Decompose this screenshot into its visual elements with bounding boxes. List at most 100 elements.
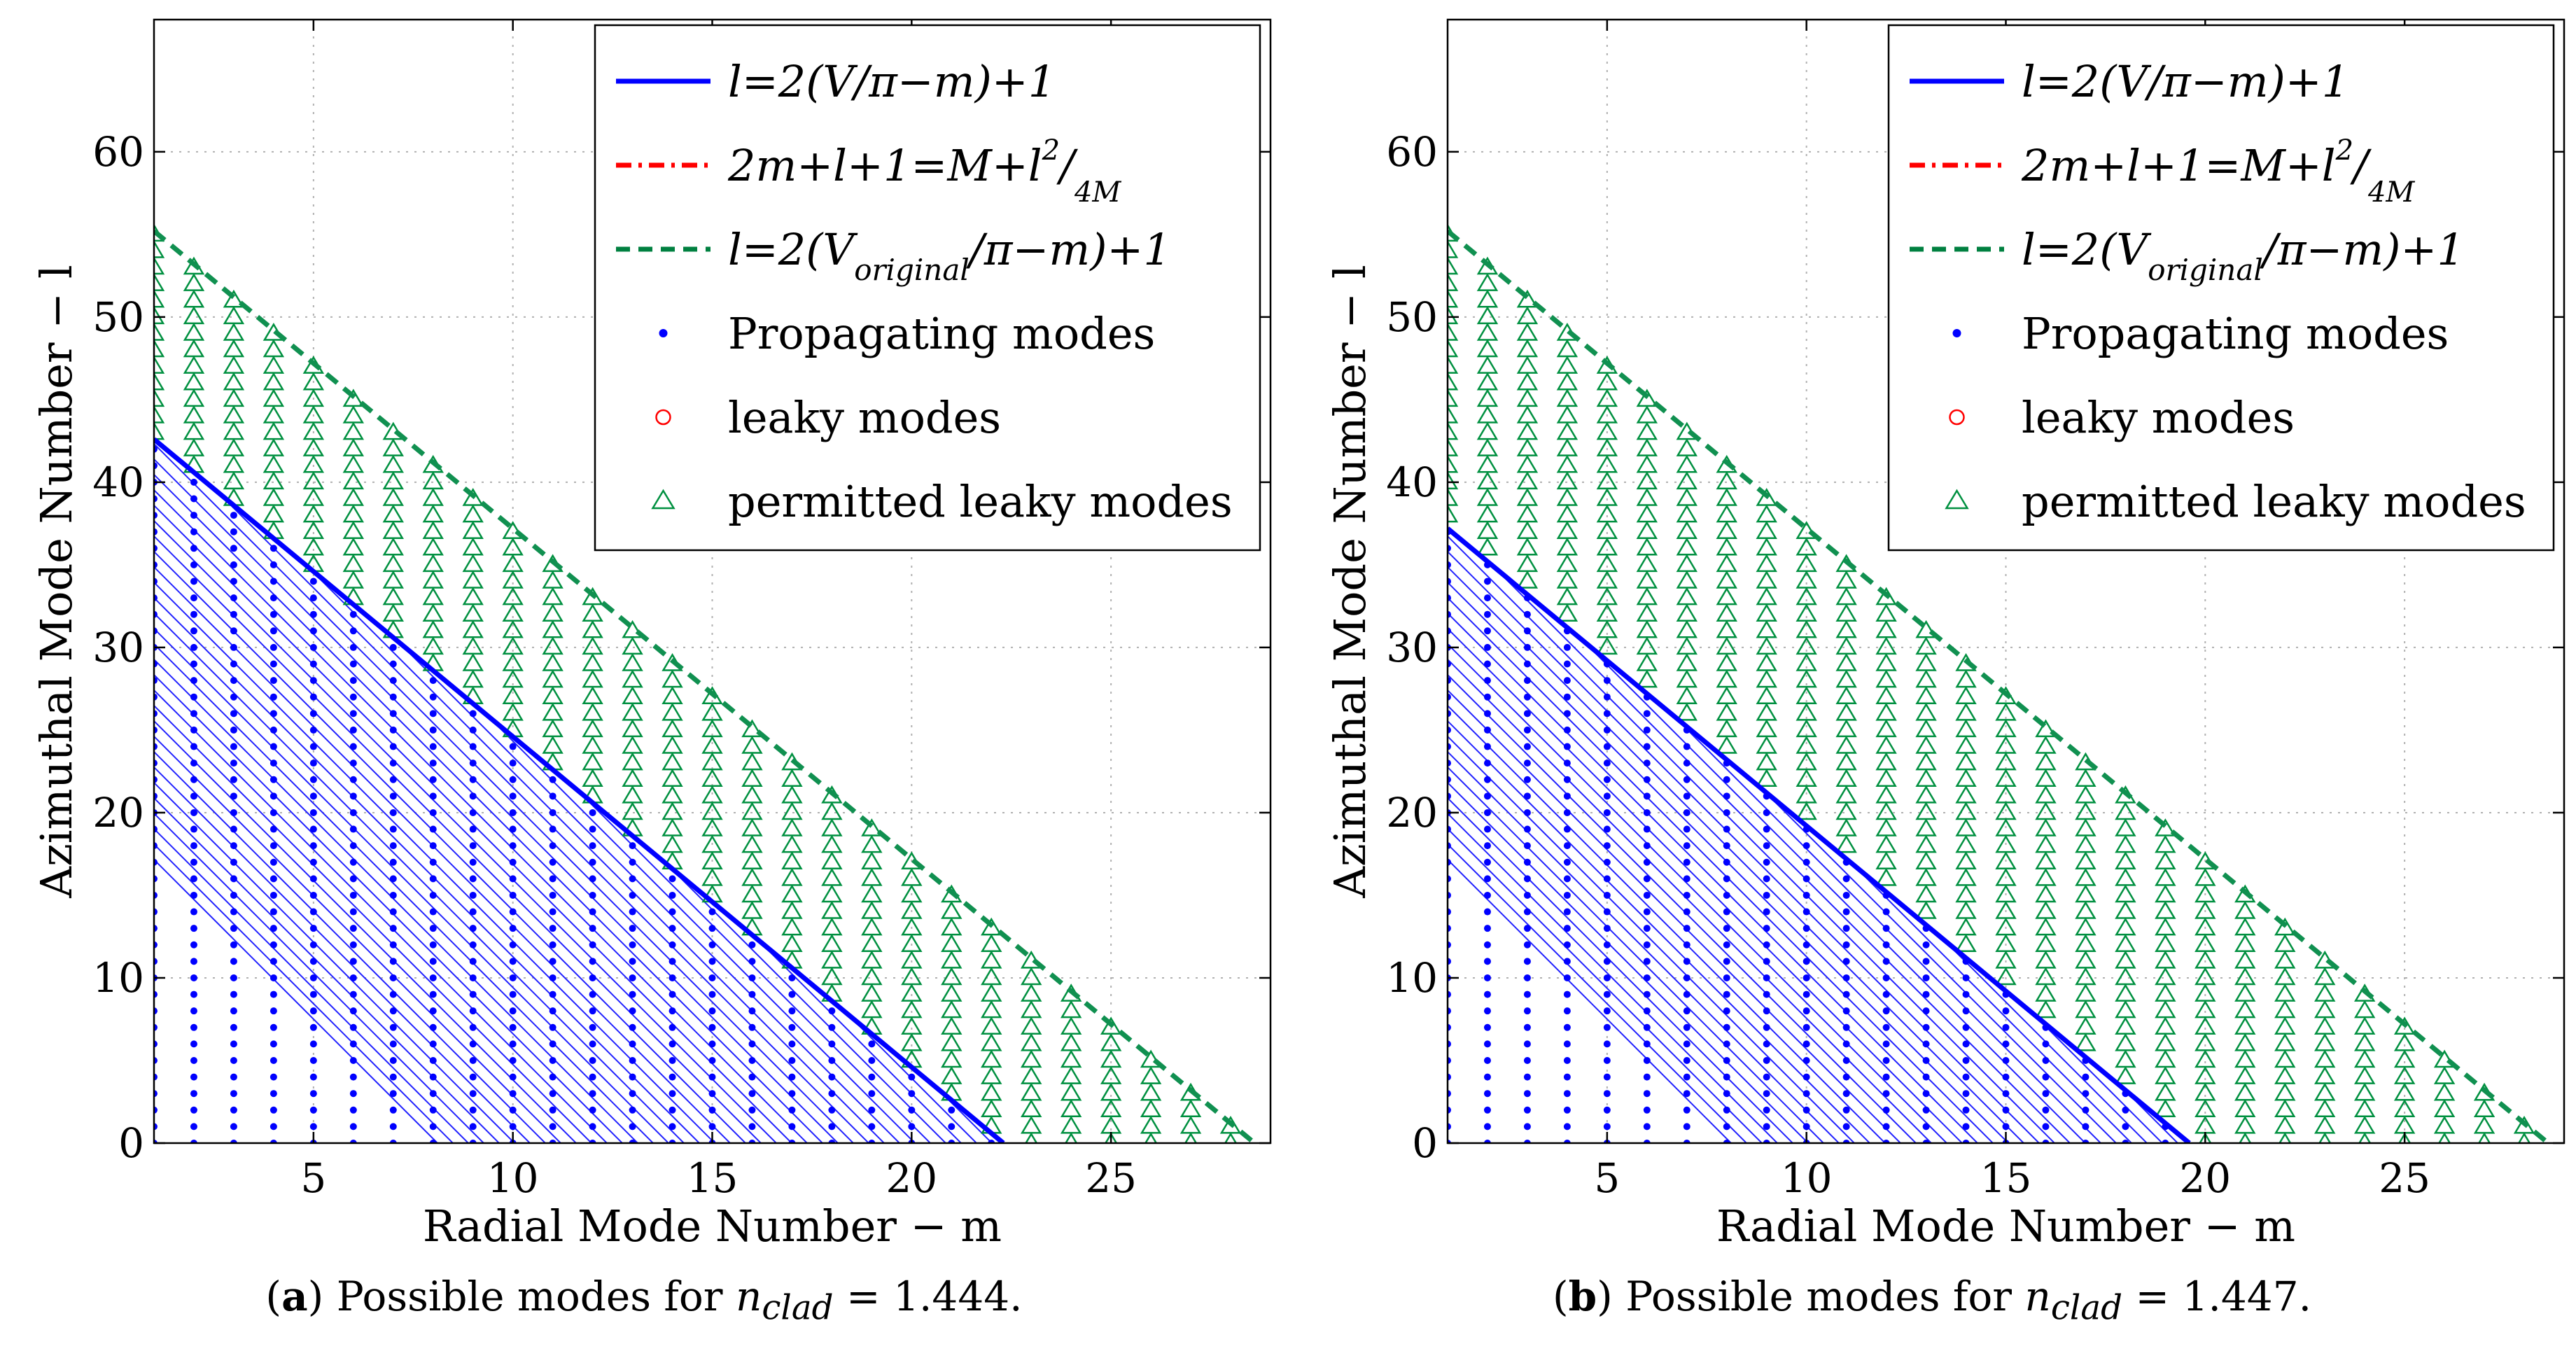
point-permitted-leaky [781, 934, 803, 953]
point-permitted-leaky [701, 702, 723, 721]
hatch-line [1448, 932, 2017, 1035]
point-propagating [1603, 760, 1611, 767]
point-propagating [270, 726, 277, 734]
point-propagating [190, 610, 197, 618]
point-permitted-leaky [1955, 884, 1977, 903]
point-permitted-leaky [622, 702, 643, 721]
point-propagating [1723, 1106, 1730, 1114]
point-propagating [1523, 610, 1531, 618]
point-propagating [1523, 760, 1531, 767]
legend-label: leaky modes [728, 392, 1001, 443]
point-permitted-leaky [701, 785, 723, 804]
point-propagating [629, 842, 636, 850]
point-propagating [1603, 1023, 1611, 1031]
point-permitted-leaky [981, 1000, 1002, 1018]
point-permitted-leaky [1596, 603, 1618, 622]
point-permitted-leaky [941, 1032, 962, 1051]
point-permitted-leaky [2035, 719, 2057, 738]
point-propagating [469, 710, 477, 718]
hatch-line [154, 104, 1194, 1143]
hatch-line [727, 1046, 1270, 1143]
point-propagating [1842, 908, 1850, 916]
point-permitted-leaky [502, 603, 524, 622]
point-permitted-leaky [1476, 504, 1499, 523]
point-permitted-leaky [1995, 851, 2017, 869]
point-propagating [190, 743, 197, 750]
point-propagating [190, 578, 197, 585]
point-propagating [1723, 825, 1730, 833]
point-permitted-leaky [2353, 1082, 2376, 1101]
point-propagating [389, 1007, 397, 1015]
point-propagating [230, 528, 237, 536]
hatch-line [1448, 932, 2115, 1052]
point-permitted-leaky [1716, 603, 1737, 622]
point-propagating [190, 512, 197, 519]
hatch-line [154, 932, 586, 1011]
point-permitted-leaky [781, 834, 803, 853]
point-permitted-leaky [183, 388, 205, 407]
legend-label: l=2(Voriginal/π−m)+1 [728, 224, 1171, 287]
hatch-line [0, 933, 36, 1143]
point-propagating [1483, 925, 1491, 932]
point-permitted-leaky [2433, 1115, 2456, 1134]
hatch-line [1060, 1105, 1270, 1143]
point-propagating [708, 1090, 716, 1098]
line-original-b [1448, 229, 2550, 1143]
hatch-line [154, 932, 782, 1045]
legend-swatch [655, 409, 671, 426]
hatch-line [1448, 932, 2350, 1093]
point-permitted-leaky [781, 884, 803, 903]
point-propagating [549, 941, 556, 948]
point-permitted-leaky [582, 620, 603, 638]
point-propagating [1603, 677, 1611, 685]
point-permitted-leaky [2274, 950, 2296, 969]
point-propagating [469, 1123, 477, 1130]
point-permitted-leaky [741, 785, 763, 804]
series-permitted-b [1448, 223, 2535, 1143]
hatch-line [154, 932, 821, 1052]
point-permitted-leaky [1795, 719, 1817, 738]
point-propagating [270, 842, 277, 850]
point-permitted-leaky [1556, 421, 1578, 440]
hatch-line [2178, 1074, 2564, 1143]
point-propagating [1483, 610, 1491, 618]
point-permitted-leaky [1835, 719, 1857, 738]
point-permitted-leaky [223, 306, 245, 325]
point-propagating [190, 1123, 197, 1130]
point-permitted-leaky [1676, 554, 1698, 573]
hatch-line [1864, 1018, 2564, 1143]
point-permitted-leaky [981, 1032, 1002, 1051]
point-permitted-leaky [2194, 1016, 2216, 1035]
point-propagating [1723, 1073, 1730, 1081]
point-propagating [190, 958, 197, 965]
point-permitted-leaky [223, 339, 245, 358]
point-propagating [1643, 1040, 1651, 1048]
hatch-line [2334, 1101, 2564, 1143]
point-permitted-leaky [821, 884, 843, 903]
point-permitted-leaky [2194, 1000, 2216, 1018]
point-propagating [2002, 1023, 2010, 1031]
point-propagating [1563, 743, 1571, 750]
point-propagating [1723, 808, 1730, 816]
point-permitted-leaky [1636, 471, 1658, 490]
point-propagating [1643, 1090, 1651, 1098]
x-tick-label: 20 [2179, 1154, 2231, 1202]
point-permitted-leaky [462, 570, 484, 589]
point-propagating [1483, 760, 1491, 767]
point-permitted-leaky [1915, 752, 1937, 771]
point-permitted-leaky [1835, 818, 1857, 836]
point-permitted-leaky [861, 917, 883, 936]
point-permitted-leaky [1556, 537, 1578, 556]
hatch-line [154, 932, 625, 1018]
point-propagating [389, 760, 397, 767]
point-propagating [629, 958, 636, 965]
point-propagating [349, 958, 357, 965]
hatch-line [492, 1004, 1270, 1143]
y-tick-label: 50 [92, 293, 144, 341]
point-propagating [1723, 1007, 1730, 1015]
hatch-line [1516, 20, 2564, 1069]
point-permitted-leaky [1596, 405, 1618, 424]
point-permitted-leaky [2075, 802, 2096, 820]
hatch-line [154, 673, 624, 1143]
point-permitted-leaky [901, 983, 923, 1002]
